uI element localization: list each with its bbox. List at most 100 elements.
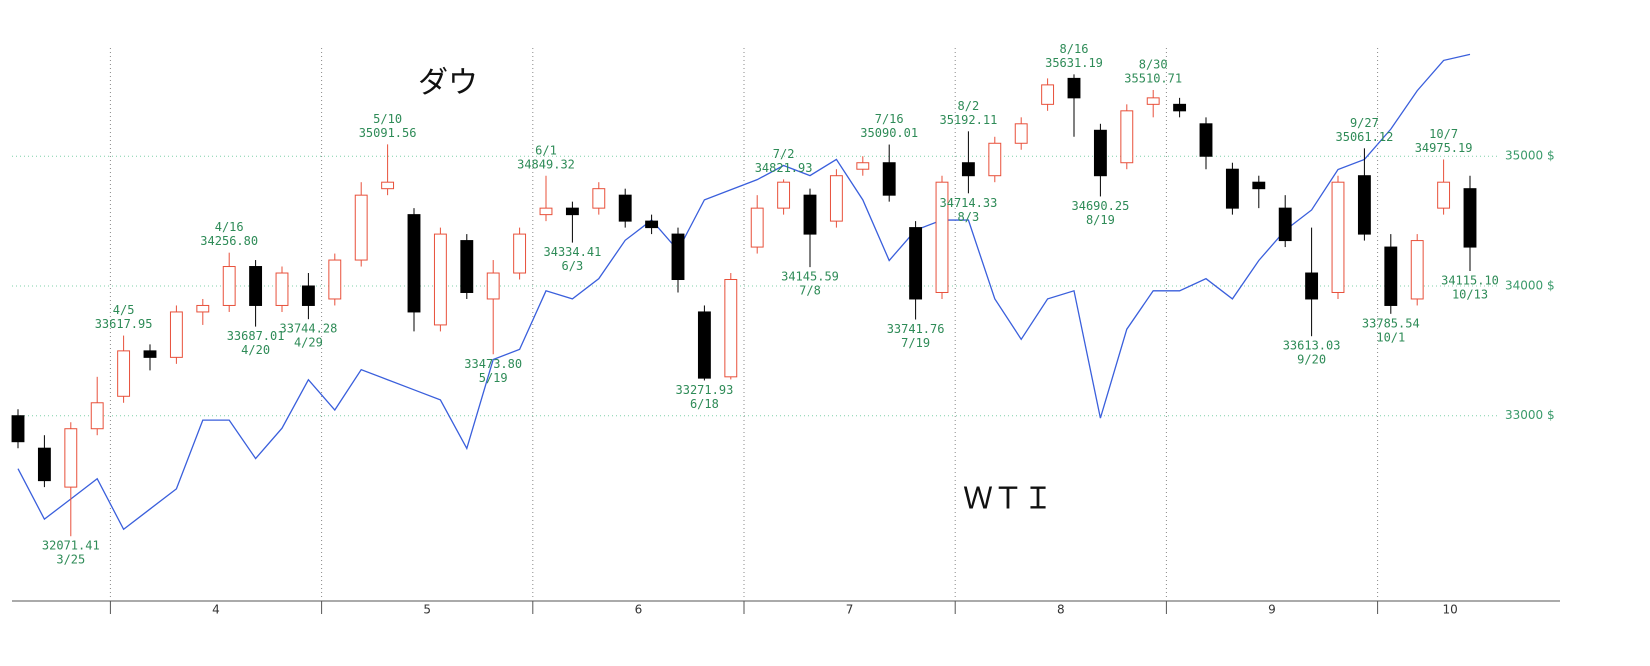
candle-body [381, 181, 395, 190]
candle-body [988, 142, 1002, 177]
x-tick-label: 6 [635, 603, 643, 617]
annotation-date: 7/8 [799, 284, 821, 298]
annotation-value: 34145.59 [781, 270, 839, 284]
annotation-date: 4/20 [241, 343, 270, 357]
candle-body [1463, 188, 1477, 248]
candle-body [1305, 272, 1319, 300]
annotation-value: 34714.33 [940, 196, 998, 210]
annotation-date: 10/1 [1376, 330, 1405, 344]
annotation-value: 35090.01 [860, 126, 918, 140]
candle-body [539, 207, 553, 216]
x-tick-label: 4 [212, 603, 220, 617]
annotation-value: 34975.19 [1415, 141, 1473, 155]
annotation-value: 34115.10 [1441, 274, 1499, 288]
annotation-value: 35091.56 [359, 126, 417, 140]
annotation-date: 5/19 [479, 371, 508, 385]
candle-body [1146, 97, 1160, 105]
annotation-date: 9/27 [1350, 116, 1379, 130]
candle-body [565, 207, 579, 216]
candle-body [592, 188, 606, 209]
candle-body [1278, 207, 1292, 242]
annotation-value: 33744.28 [280, 322, 338, 336]
candle-body [169, 311, 183, 358]
candle-body [1041, 84, 1055, 105]
candle-body [249, 266, 263, 306]
annotation-value: 33271.93 [676, 383, 734, 397]
candle-body [909, 227, 923, 300]
annotation-date: 5/10 [373, 112, 402, 126]
candle-body [433, 233, 447, 326]
annotation-value: 33785.54 [1362, 316, 1420, 330]
candle-body [803, 194, 817, 235]
annotation-value: 33617.95 [95, 317, 153, 331]
annotation-value: 32071.41 [42, 539, 100, 553]
annotation-value: 33613.03 [1283, 339, 1341, 353]
annotation-date: 7/2 [773, 147, 795, 161]
candle-body [460, 240, 474, 293]
candle-body [90, 402, 104, 430]
candle-body [222, 266, 236, 306]
candle-body [856, 162, 870, 170]
annotation-date: 7/16 [875, 112, 904, 126]
candle-body [882, 162, 896, 196]
annotation-value: 34690.25 [1072, 199, 1130, 213]
candle-body [724, 279, 738, 378]
annotation-value: 35192.11 [940, 113, 998, 127]
candle-body [64, 428, 78, 488]
candle-body [1067, 77, 1081, 99]
annotation-date: 10/13 [1452, 288, 1488, 302]
annotation-date: 8/16 [1060, 42, 1089, 56]
candle-body [407, 214, 421, 313]
candle-body [301, 285, 315, 306]
dow-label: ダウ [418, 66, 478, 101]
candle-body [486, 272, 500, 300]
candle-body [777, 181, 791, 209]
annotation-value: 34256.80 [200, 234, 258, 248]
annotation-value: 33473.80 [464, 357, 522, 371]
candle-body [1225, 168, 1239, 209]
candle-body [1384, 246, 1398, 306]
annotation-date: 4/29 [294, 336, 323, 350]
annotation-date: 8/30 [1139, 57, 1168, 71]
candle-body [117, 350, 131, 397]
annotation-date: 10/7 [1429, 127, 1458, 141]
annotation-value: 34849.32 [517, 157, 575, 171]
candle-body [354, 194, 368, 261]
annotation-value: 34334.41 [544, 245, 602, 259]
candle-body [11, 415, 25, 443]
candle-body [328, 259, 342, 300]
y-tick-label: 33000 $ [1505, 408, 1555, 422]
x-tick-label: 9 [1268, 603, 1276, 617]
candle-body [645, 220, 659, 229]
candle-body [143, 350, 157, 358]
candle-body [1252, 181, 1266, 190]
wti-line [17, 53, 1471, 531]
annotation-date: 7/19 [901, 336, 930, 350]
candle-body [697, 311, 711, 379]
annotation-value: 35510.71 [1124, 71, 1182, 85]
candle-body [1410, 240, 1424, 300]
candle-body [513, 233, 527, 274]
x-tick-label: 8 [1057, 603, 1065, 617]
annotation-date: 8/19 [1086, 213, 1115, 227]
annotation-value: 33741.76 [887, 322, 945, 336]
annotation-date: 4/16 [215, 220, 244, 234]
annotation-date: 6/3 [562, 259, 584, 273]
candle-body [1120, 110, 1134, 164]
annotation-value: 35631.19 [1045, 56, 1103, 70]
annotation-date: 9/20 [1297, 353, 1326, 367]
candle-body [1199, 123, 1213, 157]
annotation-value: 35061.12 [1336, 130, 1394, 144]
annotation-date: 6/1 [535, 143, 557, 157]
candle-body [935, 181, 949, 293]
y-tick-label: 34000 $ [1505, 278, 1555, 292]
x-tick-label: 5 [423, 603, 431, 617]
candle-body [618, 194, 632, 222]
candle-body [961, 162, 975, 177]
annotation-date: 4/5 [113, 303, 135, 317]
annotation-date: 3/25 [56, 553, 85, 567]
candle-body [275, 272, 289, 306]
candle-body [1093, 129, 1107, 177]
x-tick-label: 7 [846, 603, 854, 617]
